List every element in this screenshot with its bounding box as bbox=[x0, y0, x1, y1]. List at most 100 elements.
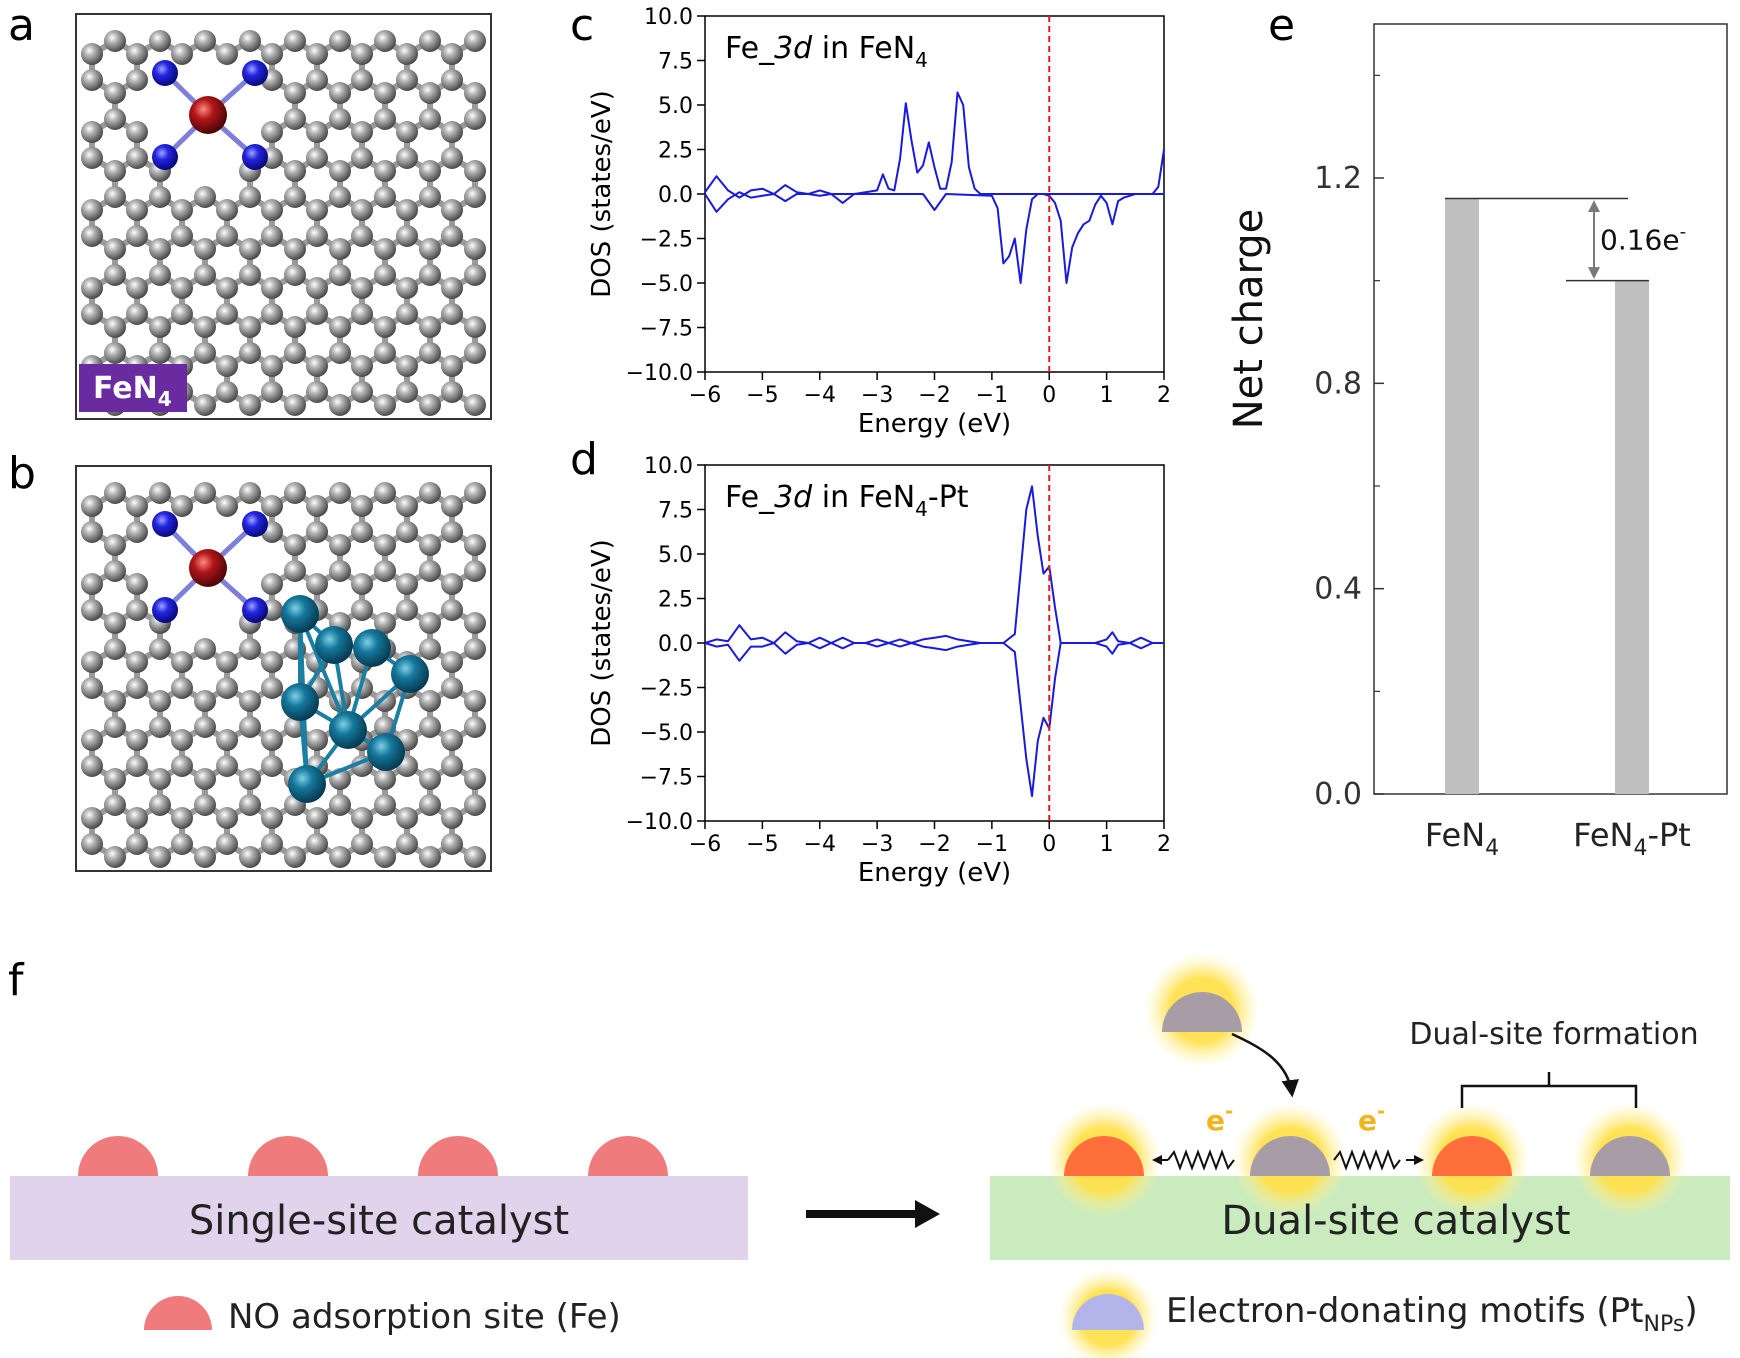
carbon-atom bbox=[419, 160, 441, 182]
legend-fe-swatch bbox=[144, 1296, 212, 1330]
carbon-atom bbox=[374, 846, 396, 868]
carbon-atom bbox=[171, 833, 193, 855]
carbon-atom bbox=[374, 534, 396, 556]
electron-transfer-wave bbox=[1167, 1149, 1235, 1171]
single-site-label: Single-site catalyst bbox=[189, 1198, 569, 1244]
carbon-atom bbox=[81, 277, 103, 299]
fe-site-active bbox=[1432, 1136, 1512, 1176]
legend-fe-label: NO adsorption site (Fe) bbox=[228, 1297, 621, 1337]
carbon-atom bbox=[194, 638, 216, 660]
carbon-atom bbox=[396, 43, 418, 65]
carbon-atom bbox=[239, 186, 261, 208]
carbon-atom bbox=[104, 612, 126, 634]
electron-transfer-wave bbox=[1333, 1149, 1401, 1171]
difference-label: 0.16e- bbox=[1600, 222, 1686, 257]
carbon-atom bbox=[239, 716, 261, 738]
carbon-atom bbox=[261, 199, 283, 221]
carbon-atom bbox=[441, 355, 463, 377]
carbon-atom bbox=[464, 768, 486, 790]
carbon-atom bbox=[396, 573, 418, 595]
carbon-atom bbox=[81, 43, 103, 65]
carbon-atom bbox=[374, 560, 396, 582]
carbon-atom bbox=[351, 381, 373, 403]
carbon-atom bbox=[194, 394, 216, 416]
carbon-atom bbox=[329, 794, 351, 816]
dos-series-spin-down bbox=[704, 642, 1164, 798]
carbon-atom bbox=[126, 677, 148, 699]
x-axis-label: Energy (eV) bbox=[858, 409, 1011, 439]
nitrogen-atom bbox=[242, 60, 268, 86]
annotation-italic: 3d bbox=[774, 31, 813, 66]
panel-f-schematic: Single-site catalyst e- e- D bbox=[10, 952, 1730, 1358]
carbon-atom bbox=[441, 277, 463, 299]
carbon-atom bbox=[194, 794, 216, 816]
carbon-atom bbox=[284, 316, 306, 338]
nitrogen-atom bbox=[152, 60, 178, 86]
annotation-suffix: -Pt bbox=[928, 480, 969, 515]
carbon-atom bbox=[419, 690, 441, 712]
carbon-atom bbox=[149, 768, 171, 790]
carbon-atom bbox=[329, 82, 351, 104]
carbon-atom bbox=[396, 303, 418, 325]
carbon-atom bbox=[284, 560, 306, 582]
carbon-atom bbox=[239, 238, 261, 260]
carbon-atom bbox=[239, 794, 261, 816]
carbon-atom bbox=[351, 833, 373, 855]
carbon-atom bbox=[306, 521, 328, 543]
carbon-atom bbox=[194, 238, 216, 260]
nitrogen-atom bbox=[242, 511, 268, 537]
dos-chart-d: −6 −5 −4 −3 −2 −1 0 1 2 10.0 7.5 5.0 2.5 0.0 −2.5 −5.0 −… bbox=[587, 454, 1171, 888]
cat-main: FeN bbox=[1573, 816, 1633, 854]
electron-label: e- bbox=[1206, 1099, 1233, 1137]
x-tick-label: −5 bbox=[746, 832, 778, 857]
carbon-atom bbox=[126, 69, 148, 91]
carbon-atom bbox=[351, 521, 373, 543]
carbon-atom bbox=[441, 225, 463, 247]
y-tick-label: 5.0 bbox=[658, 94, 693, 119]
carbon-atom bbox=[351, 303, 373, 325]
carbon-atom bbox=[81, 495, 103, 517]
carbon-atom bbox=[216, 381, 238, 403]
carbon-atom bbox=[216, 495, 238, 517]
carbon-atom bbox=[171, 303, 193, 325]
carbon-atom bbox=[374, 264, 396, 286]
x-axis-label: Energy (eV) bbox=[858, 858, 1011, 888]
x-tick-label: −1 bbox=[976, 383, 1008, 408]
x-tick-label: 2 bbox=[1157, 383, 1171, 408]
difference-sup: - bbox=[1680, 222, 1687, 243]
pt-site bbox=[1590, 1136, 1670, 1176]
pt-atoms bbox=[281, 595, 429, 803]
carbon-atom bbox=[441, 121, 463, 143]
carbon-atom bbox=[261, 303, 283, 325]
carbon-atom bbox=[464, 560, 486, 582]
carbon-atom bbox=[171, 277, 193, 299]
carbon-atom bbox=[419, 394, 441, 416]
carbon-atom bbox=[419, 612, 441, 634]
carbon-atom bbox=[149, 794, 171, 816]
carbon-atom bbox=[464, 108, 486, 130]
bar bbox=[1615, 280, 1649, 795]
carbon-atom bbox=[464, 160, 486, 182]
carbon-atom bbox=[261, 225, 283, 247]
carbon-atom bbox=[441, 651, 463, 673]
carbon-atom bbox=[239, 482, 261, 504]
carbon-atom bbox=[374, 394, 396, 416]
x-tick-label: 0 bbox=[1042, 383, 1056, 408]
carbon-atom bbox=[194, 482, 216, 504]
y-tick-label: 0.0 bbox=[658, 183, 693, 208]
x-tick-label: 1 bbox=[1100, 383, 1114, 408]
carbon-atom bbox=[329, 264, 351, 286]
carbon-atom bbox=[149, 316, 171, 338]
dos-chart-c: −6 −5 −4 −3 −2 −1 0 1 2 10.0 7.5 5.0 2.5 0.0 −2.5 −5.0 −… bbox=[587, 5, 1171, 439]
carbon-atom bbox=[81, 729, 103, 751]
carbon-atom bbox=[171, 199, 193, 221]
carbon-atom bbox=[374, 186, 396, 208]
carbon-atom bbox=[464, 342, 486, 364]
legend-pt-swatch bbox=[1072, 1294, 1144, 1330]
carbon-atom bbox=[261, 755, 283, 777]
carbon-atom bbox=[239, 342, 261, 364]
carbon-atom bbox=[126, 43, 148, 65]
carbon-atom bbox=[396, 147, 418, 169]
nitrogen-atom bbox=[152, 597, 178, 623]
